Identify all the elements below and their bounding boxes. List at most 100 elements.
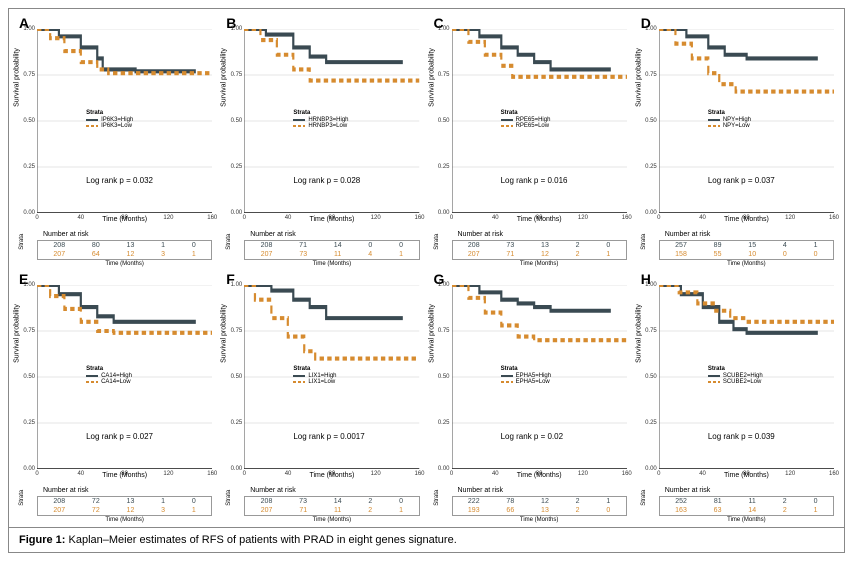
x-axis-label: Time (Months) <box>724 216 769 223</box>
risk-cell: 252 <box>675 498 687 505</box>
risk-row-high: 252811120 <box>660 497 833 506</box>
x-tick-label: 40 <box>77 215 84 221</box>
risk-cell: 73 <box>299 251 307 258</box>
x-tick-label: 40 <box>699 215 706 221</box>
y-tick-label: 0.00 <box>231 466 243 472</box>
risk-cell: 13 <box>541 242 549 249</box>
y-tick-label: 0.75 <box>23 72 35 78</box>
risk-block: Number at riskStrata222781221193661320Ti… <box>452 487 627 523</box>
legend-row-low: RPE65=Low <box>501 123 551 129</box>
legend-swatch-high <box>293 375 305 377</box>
risk-cell: 89 <box>714 242 722 249</box>
risk-cell: 1 <box>192 251 196 258</box>
risk-cell: 1 <box>161 498 165 505</box>
y-tick-label: 1.00 <box>231 26 243 32</box>
y-tick-label: 0.75 <box>645 328 657 334</box>
risk-cell: 0 <box>606 242 610 249</box>
x-tick-label: 40 <box>285 471 292 477</box>
risk-cell: 13 <box>127 242 135 249</box>
y-tick-label: 1.00 <box>438 282 450 288</box>
plots-grid: ASurvival probability040801201600.000.25… <box>9 9 844 527</box>
x-tick-label: 0 <box>657 471 660 477</box>
y-tick-label: 0.75 <box>231 72 243 78</box>
legend-swatch-low <box>86 125 98 127</box>
y-tick-label: 0.75 <box>23 328 35 334</box>
risk-cell: 1 <box>192 507 196 514</box>
legend-row-low: IP6K3=Low <box>86 123 133 129</box>
legend-title: Strata <box>86 366 132 372</box>
legend-swatch-low <box>293 125 305 127</box>
legend: Strata IP6K3=High IP6K3=Low <box>86 110 133 129</box>
panel-d: DSurvival probability040801201600.000.25… <box>635 13 840 267</box>
x-axis-label: Time (Months) <box>517 472 562 479</box>
y-tick-label: 1.00 <box>645 282 657 288</box>
km-curve-high <box>37 285 196 322</box>
km-curve-high <box>452 29 611 69</box>
y-tick-label: 0.75 <box>231 328 243 334</box>
risk-cell: 81 <box>714 498 722 505</box>
risk-cell: 207 <box>468 251 480 258</box>
risk-row-high: 257891541 <box>660 241 833 250</box>
km-curve-high <box>37 29 196 71</box>
risk-cell: 72 <box>92 507 100 514</box>
risk-row-low: 193661320 <box>453 506 626 515</box>
figure-caption: Figure 1: Kaplan–Meier estimates of RFS … <box>9 527 844 552</box>
legend-label-low: LIX1=Low <box>308 379 335 385</box>
risk-cell: 4 <box>368 251 372 258</box>
km-plot: Survival probability040801201600.000.250… <box>37 285 212 469</box>
caption-text: Kaplan–Meier estimates of RFS of patient… <box>65 534 456 546</box>
logrank-text: Log rank p = 0.027 <box>86 432 153 441</box>
x-tick-label: 120 <box>785 471 795 477</box>
x-axis-label: Time (Months) <box>724 472 769 479</box>
y-tick-label: 0.25 <box>438 420 450 426</box>
y-tick-label: 0.25 <box>231 420 243 426</box>
risk-cell: 207 <box>261 251 273 258</box>
risk-block: Number at riskStrata208731420207711121Ti… <box>244 487 419 523</box>
logrank-text: Log rank p = 0.039 <box>708 432 775 441</box>
y-tick-label: 0.00 <box>645 466 657 472</box>
risk-strata-label: Strata <box>641 490 647 506</box>
legend: Strata EPHA5=High EPHA5=Low <box>501 366 552 385</box>
y-axis-label: Survival probability <box>221 304 228 363</box>
x-tick-label: 0 <box>450 215 453 221</box>
x-tick-label: 40 <box>492 471 499 477</box>
y-axis-label: Survival probability <box>428 48 435 107</box>
x-axis-label: Time (Months) <box>309 472 354 479</box>
risk-row-high: 208801310 <box>38 241 211 250</box>
risk-cell: 11 <box>334 507 341 514</box>
risk-cell: 13 <box>127 498 135 505</box>
logrank-text: Log rank p = 0.028 <box>293 176 360 185</box>
risk-table: Strata208711400207731141 <box>244 240 419 260</box>
y-tick-label: 0.00 <box>23 210 35 216</box>
legend-label-low: IP6K3=Low <box>101 123 132 129</box>
risk-title: Number at risk <box>250 231 419 238</box>
risk-row-high: 208721310 <box>38 497 211 506</box>
x-tick-label: 120 <box>578 471 588 477</box>
x-tick-label: 160 <box>207 471 217 477</box>
x-tick-label: 0 <box>450 471 453 477</box>
legend-swatch-low <box>293 381 305 383</box>
y-tick-label: 0.50 <box>23 374 35 380</box>
risk-cell: 4 <box>783 242 787 249</box>
risk-cell: 1 <box>399 251 403 258</box>
risk-strata-label: Strata <box>19 490 25 506</box>
legend-label-low: HRNBP3=Low <box>308 123 347 129</box>
risk-cell: 158 <box>675 251 687 258</box>
logrank-text: Log rank p = 0.037 <box>708 176 775 185</box>
legend-row-low: HRNBP3=Low <box>293 123 348 129</box>
risk-cell: 2 <box>368 507 372 514</box>
risk-block: Number at riskStrata252811120163631421Ti… <box>659 487 834 523</box>
legend: Strata NPY=High NPY=Low <box>708 110 751 129</box>
risk-cell: 78 <box>506 498 514 505</box>
logrank-text: Log rank p = 0.0017 <box>293 432 364 441</box>
y-tick-label: 0.75 <box>438 328 450 334</box>
logrank-text: Log rank p = 0.032 <box>86 176 153 185</box>
risk-xlabel: Time (Months) <box>452 261 627 267</box>
risk-cell: 163 <box>675 507 687 514</box>
legend: Strata SCUBE2=High SCUBE2=Low <box>708 366 763 385</box>
legend-label-low: RPE65=Low <box>516 123 550 129</box>
legend-title: Strata <box>293 366 336 372</box>
x-tick-label: 120 <box>163 215 173 221</box>
risk-cell: 0 <box>399 242 403 249</box>
legend-row-low: NPY=Low <box>708 123 751 129</box>
